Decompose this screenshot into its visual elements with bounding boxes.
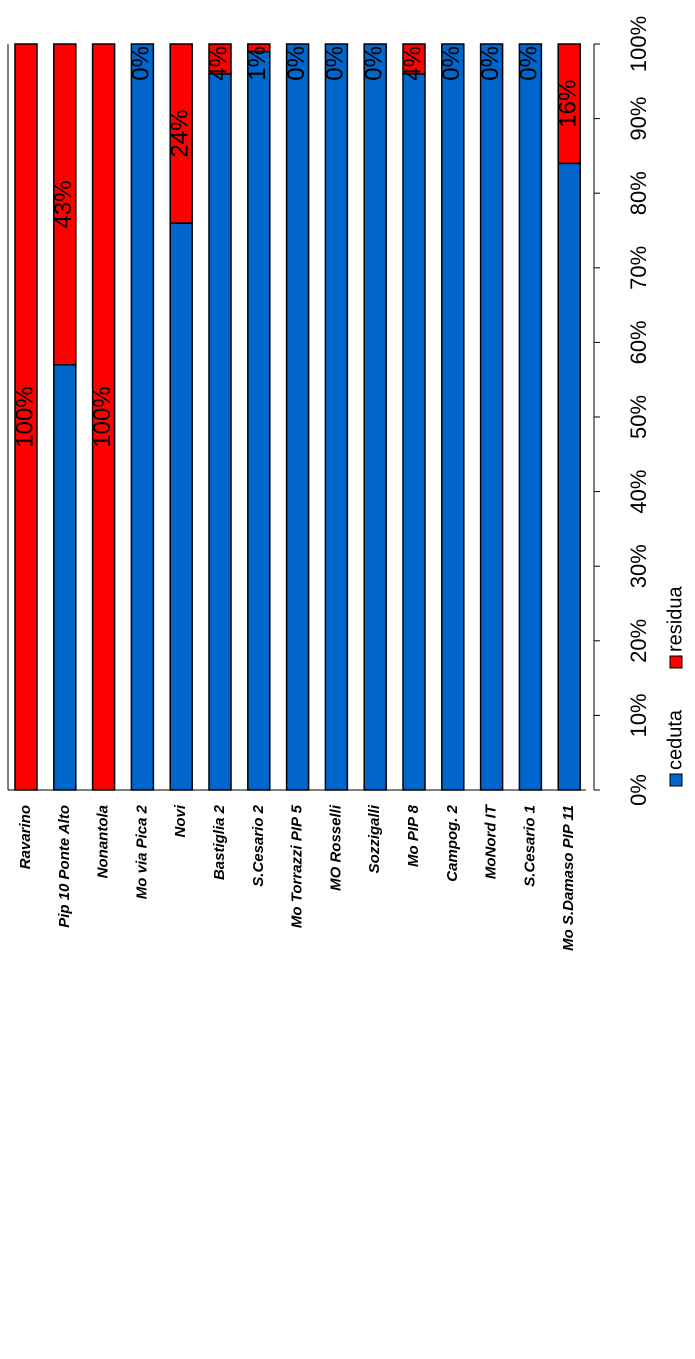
category-label: Mo PIP 8 bbox=[405, 804, 422, 867]
category-axis: Ravarino Pip 10 Ponte Alto Nonantola Mo via… bbox=[17, 803, 577, 951]
bar-residua bbox=[557, 43, 581, 165]
tick-label: 40% bbox=[626, 470, 651, 514]
bar-residua bbox=[169, 43, 193, 224]
category-label: MO Rosselli bbox=[327, 804, 344, 891]
bar-ceduta bbox=[479, 43, 504, 791]
category-label: S.Cesario 1 bbox=[521, 805, 538, 887]
category-label: Campog. 2 bbox=[444, 804, 461, 881]
category-label: S.Cesario 2 bbox=[250, 804, 267, 886]
tick-label: 100% bbox=[626, 16, 651, 72]
legend-label-ceduta: ceduta bbox=[664, 709, 686, 770]
category-label: Mo S.Damaso PIP 11 bbox=[560, 805, 577, 951]
tick-label: 70% bbox=[626, 246, 651, 290]
bar-ceduta bbox=[441, 43, 465, 791]
data-label: 4% bbox=[205, 46, 232, 81]
legend-label-residua: residua bbox=[664, 586, 686, 652]
legend: ceduta residua bbox=[664, 586, 686, 787]
data-label: 0% bbox=[128, 46, 155, 81]
data-label: 24% bbox=[167, 109, 194, 157]
category-label: Novi bbox=[172, 804, 189, 837]
data-label: 100% bbox=[11, 386, 38, 447]
tick-label: 90% bbox=[626, 97, 651, 141]
data-label: 43% bbox=[50, 180, 77, 228]
bar-residua bbox=[208, 43, 232, 75]
legend-swatch-residua bbox=[669, 655, 683, 669]
bar-ceduta bbox=[247, 50, 271, 791]
data-label: 0% bbox=[322, 46, 349, 81]
data-label: 0% bbox=[477, 46, 504, 81]
category-label: Mo Torrazzi PIP 5 bbox=[289, 804, 306, 928]
legend-swatch-ceduta bbox=[669, 773, 683, 787]
data-label: 100% bbox=[89, 386, 116, 447]
category-label: Mo via Pica 2 bbox=[133, 804, 150, 899]
bar-ceduta bbox=[130, 43, 155, 791]
data-label: 16% bbox=[555, 80, 582, 128]
data-label: 0% bbox=[361, 46, 388, 81]
tick-label: 20% bbox=[626, 619, 651, 663]
bar-residua bbox=[53, 43, 77, 366]
bar-ceduta bbox=[402, 73, 426, 791]
bar-residua bbox=[91, 43, 116, 791]
category-label: Nonantola bbox=[95, 805, 112, 878]
bar-ceduta bbox=[208, 73, 232, 791]
bar-ceduta bbox=[324, 43, 349, 791]
data-label: 4% bbox=[399, 46, 426, 81]
tick-labels: 0% 10% 20% 30% 40% 50% 60% 70% 80% 90% 100% bbox=[626, 16, 651, 806]
tick-label: 60% bbox=[626, 320, 651, 364]
data-label: 0% bbox=[516, 46, 543, 81]
bar-ceduta bbox=[53, 364, 77, 791]
tick-label: 10% bbox=[626, 693, 651, 737]
bar-ceduta bbox=[518, 43, 543, 791]
category-label: Pip 10 Ponte Alto bbox=[56, 805, 73, 928]
bars bbox=[14, 43, 581, 791]
tick-label: 30% bbox=[626, 544, 651, 588]
tick-label: 80% bbox=[626, 171, 651, 215]
data-label: 0% bbox=[283, 46, 310, 81]
bar-ceduta bbox=[363, 43, 387, 791]
data-label: 0% bbox=[438, 46, 465, 81]
category-label: Ravarino bbox=[17, 805, 34, 869]
tick-label: 0% bbox=[626, 774, 651, 806]
bar-ceduta bbox=[557, 162, 581, 791]
data-labels: 100% 43% 100% 0% 24% 4% 1% 0% 0% 0% 4% 0% 0% 0% 16% bbox=[11, 46, 581, 448]
tick-label: 50% bbox=[626, 395, 651, 439]
category-label: Sozzigalli bbox=[366, 804, 383, 873]
bar-residua bbox=[247, 43, 271, 53]
bar-residua bbox=[402, 43, 426, 75]
category-label: Bastiglia 2 bbox=[211, 804, 228, 880]
data-label: 1% bbox=[244, 46, 271, 81]
bar-ceduta bbox=[285, 43, 310, 791]
bar-ceduta bbox=[169, 222, 193, 791]
bar-residua bbox=[14, 43, 38, 791]
category-label: MoNord IT bbox=[483, 803, 500, 879]
